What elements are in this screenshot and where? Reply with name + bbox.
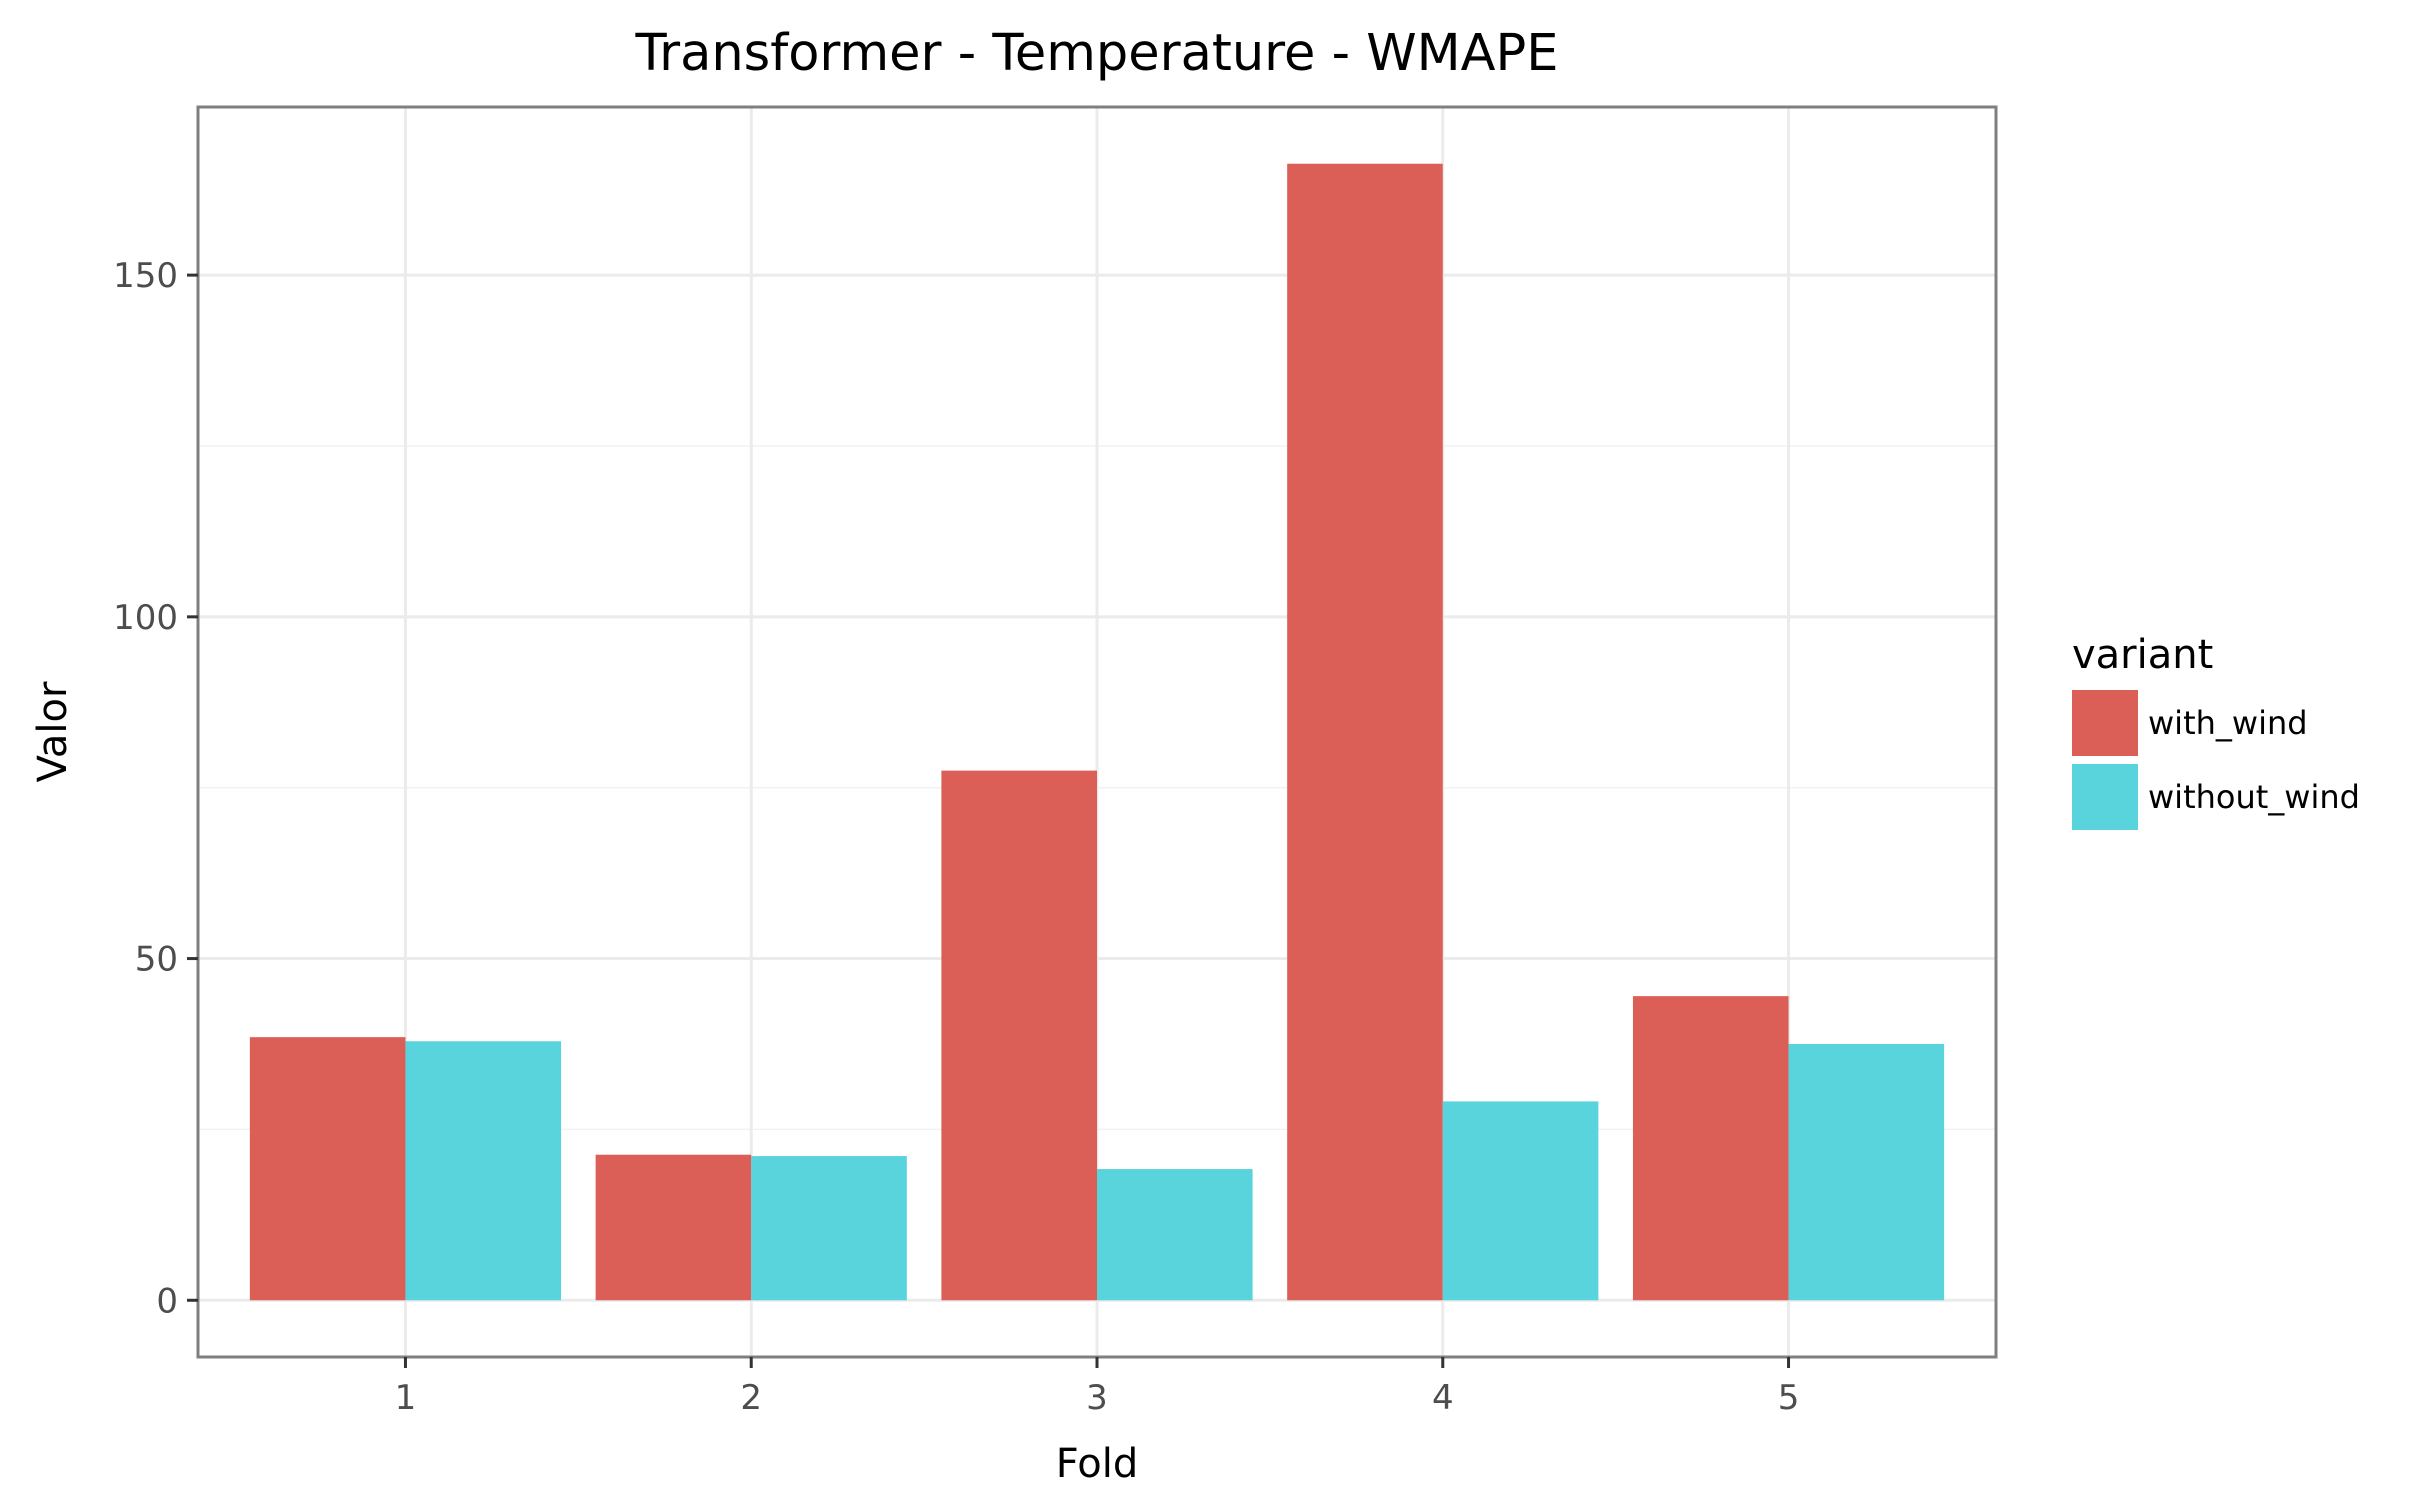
- bar-without_wind-fold-2: [751, 1156, 907, 1301]
- x-tick-label: 2: [740, 1378, 762, 1418]
- legend-label-with_wind: with_wind: [2148, 704, 2308, 742]
- legend: variant with_wind without_wind: [2072, 632, 2360, 830]
- bar-with_wind-fold-5: [1632, 996, 1789, 1301]
- y-tick-label: 150: [113, 256, 178, 296]
- bar-without_wind-fold-4: [1442, 1101, 1599, 1301]
- plot-panel: [196, 105, 1998, 1359]
- bar-with_wind-fold-2: [595, 1154, 752, 1301]
- y-tick-label: 0: [156, 1281, 178, 1321]
- x-axis-title: Fold: [1056, 1441, 1139, 1487]
- chart-title: Transformer - Temperature - WMAPE: [634, 24, 1558, 83]
- legend-items: with_wind without_wind: [2072, 690, 2360, 830]
- legend-title: variant: [2072, 632, 2213, 678]
- x-tick-label: 5: [1778, 1378, 1800, 1418]
- bar-without_wind-fold-5: [1788, 1043, 1945, 1301]
- legend-key-without_wind: [2072, 764, 2138, 830]
- bars: [249, 163, 1945, 1301]
- x-axis: 1 2 3 4 5: [395, 1357, 1800, 1418]
- legend-key-with_wind: [2072, 690, 2138, 756]
- x-tick-label: 3: [1086, 1378, 1108, 1418]
- y-axis: 0 50 100 150: [113, 256, 198, 1321]
- x-tick-label: 1: [395, 1378, 417, 1418]
- y-tick-label: 100: [113, 598, 178, 638]
- bar-with_wind-fold-3: [941, 770, 1097, 1301]
- bar-with_wind-fold-1: [249, 1037, 406, 1301]
- y-tick-label: 50: [135, 940, 178, 980]
- y-axis-title: Valor: [30, 681, 76, 782]
- x-tick-label: 4: [1432, 1378, 1454, 1418]
- bar-without_wind-fold-3: [1097, 1169, 1253, 1301]
- legend-label-without_wind: without_wind: [2148, 778, 2360, 816]
- bar-with_wind-fold-4: [1287, 163, 1443, 1301]
- bar-without_wind-fold-1: [405, 1041, 562, 1301]
